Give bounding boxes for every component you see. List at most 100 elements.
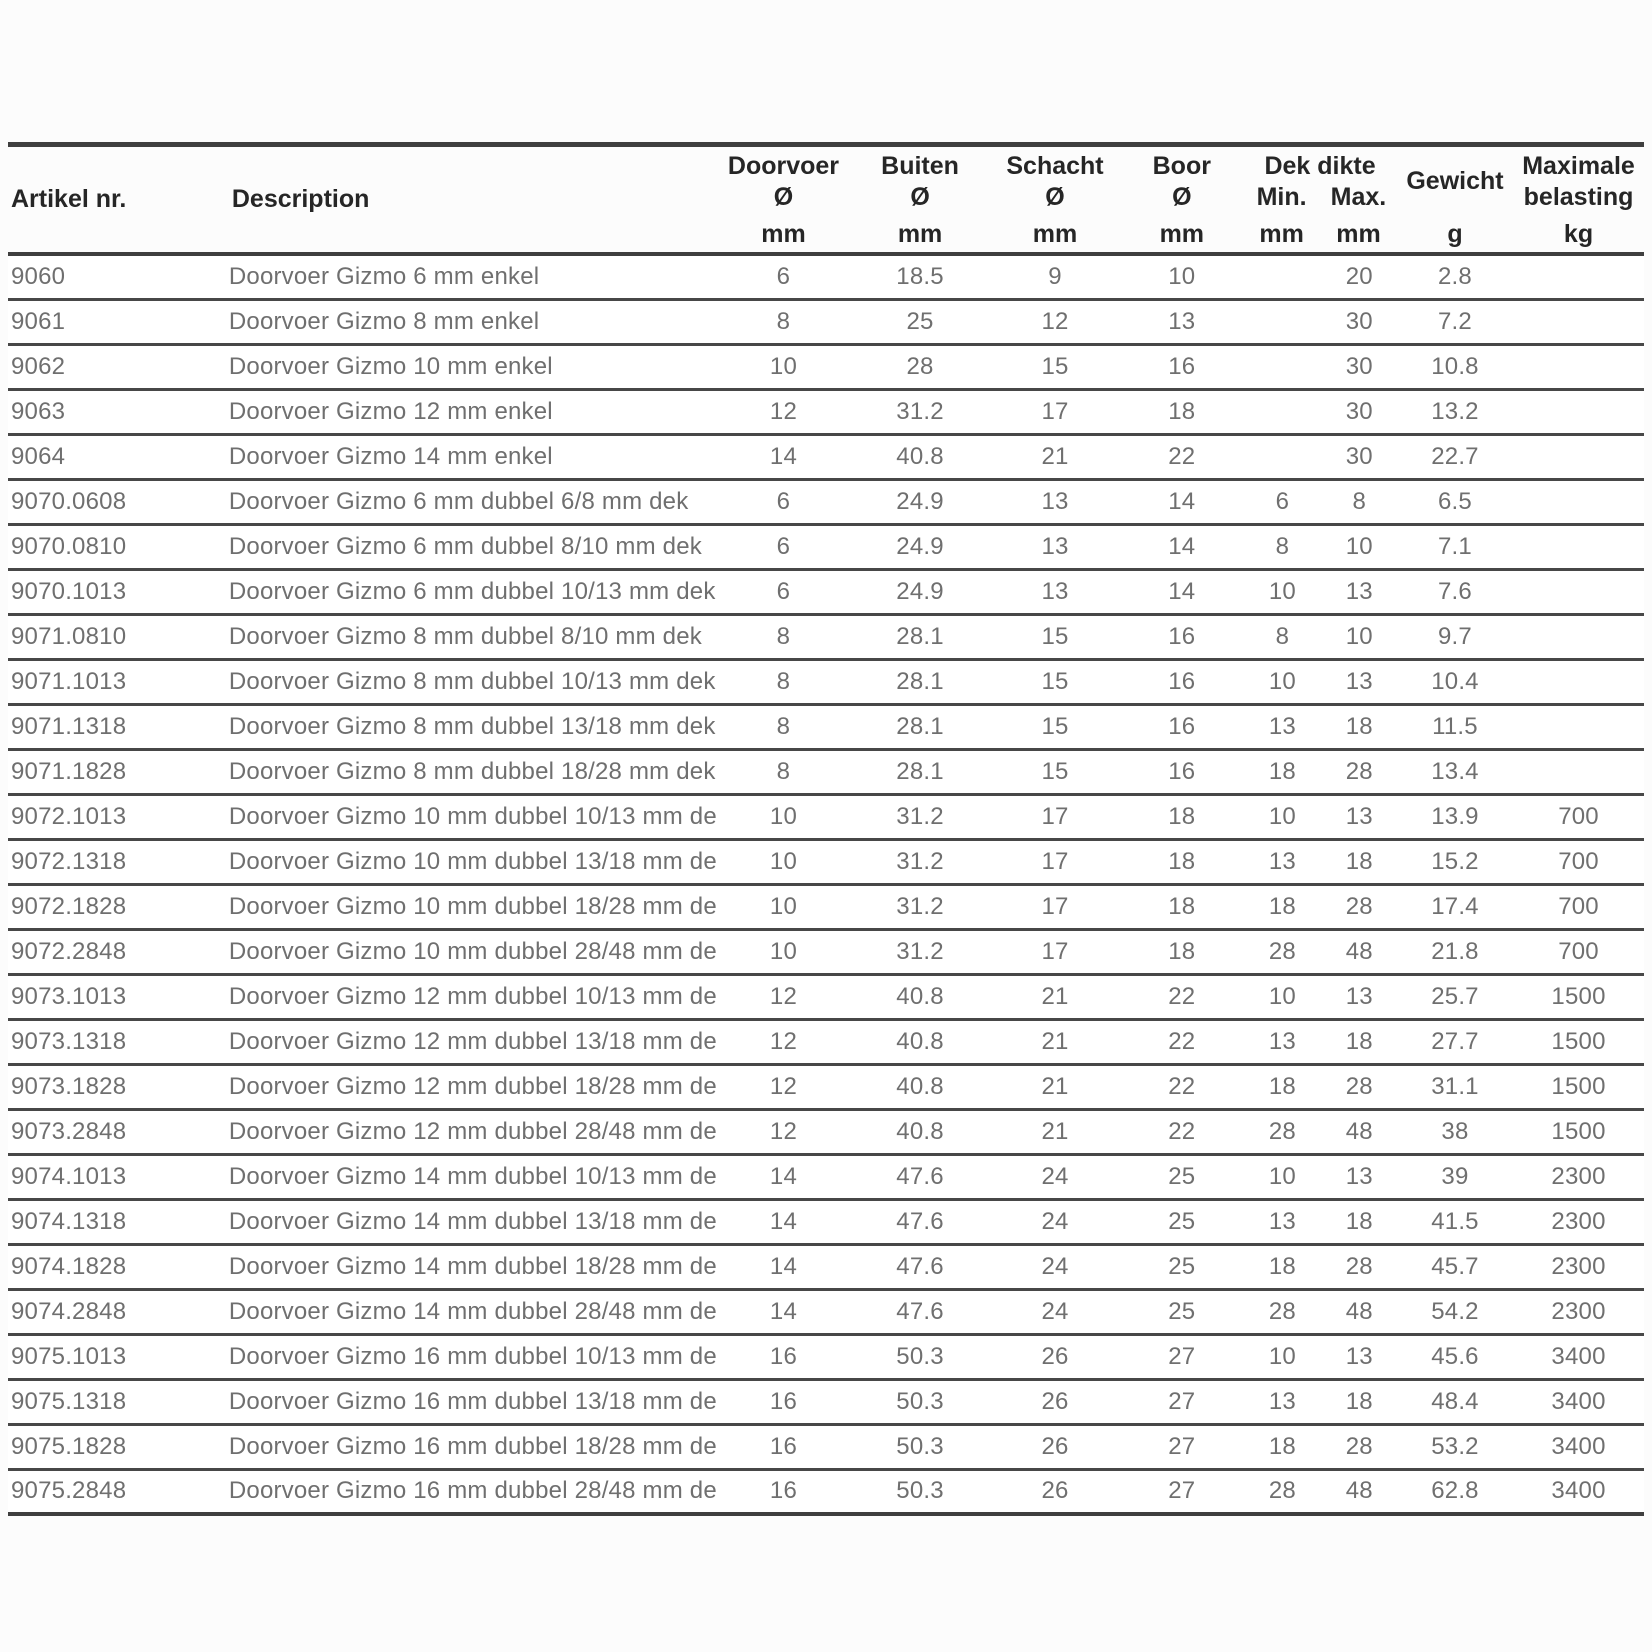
cell-artikel-nr: 9072.1828 bbox=[11, 892, 127, 920]
cell-buiten-diameter: 24.9 bbox=[896, 577, 944, 605]
cell-dekdikte-max: 30 bbox=[1345, 352, 1373, 380]
cell-dekdikte-min bbox=[1243, 299, 1322, 344]
col-label-schacht: Schacht bbox=[1006, 151, 1104, 180]
cell-doorvoer-diameter: 12 bbox=[769, 397, 798, 425]
cell-doorvoer-diameter: 14 bbox=[769, 1162, 798, 1190]
cell-schacht-diameter: 26 bbox=[1041, 1342, 1069, 1370]
cell-dekdikte-max: 28 bbox=[1345, 1432, 1373, 1460]
cell-schacht-diameter: 12 bbox=[1041, 307, 1069, 335]
cell-dekdikte-min: 18 bbox=[1268, 1072, 1296, 1100]
cell-buiten-diameter: 31.2 bbox=[896, 937, 944, 965]
cell-schacht-diameter: 15 bbox=[1041, 757, 1069, 785]
cell-gewicht: 54.2 bbox=[1431, 1297, 1479, 1325]
cell-artikel-nr: 9072.1318 bbox=[11, 847, 127, 875]
cell-description: Doorvoer Gizmo 10 mm dubbel 13/18 mm dek bbox=[228, 847, 717, 875]
cell-artikel-nr: 9073.1318 bbox=[11, 1027, 127, 1055]
cell-boor-diameter: 10 bbox=[1168, 262, 1196, 290]
table-row: 9073.1013 Doorvoer Gizmo 12 mm dubbel 10… bbox=[8, 974, 1644, 1019]
cell-maximale-belasting: 1500 bbox=[1551, 982, 1606, 1010]
cell-schacht-diameter: 15 bbox=[1041, 352, 1069, 380]
cell-maximale-belasting bbox=[1513, 299, 1644, 344]
cell-maximale-belasting bbox=[1513, 524, 1644, 569]
cell-dekdikte-max: 18 bbox=[1345, 1387, 1373, 1415]
cell-dekdikte-max: 48 bbox=[1345, 937, 1373, 965]
cell-artikel-nr: 9074.1828 bbox=[11, 1252, 127, 1280]
cell-maximale-belasting bbox=[1513, 254, 1644, 299]
cell-dekdikte-max: 13 bbox=[1345, 577, 1373, 605]
cell-buiten-diameter: 40.8 bbox=[896, 442, 944, 470]
cell-schacht-diameter: 26 bbox=[1041, 1387, 1069, 1415]
cell-boor-diameter: 27 bbox=[1168, 1342, 1196, 1370]
cell-artikel-nr: 9075.1828 bbox=[11, 1432, 127, 1460]
cell-gewicht: 13.9 bbox=[1431, 802, 1479, 830]
cell-buiten-diameter: 24.9 bbox=[896, 532, 944, 560]
cell-doorvoer-diameter: 16 bbox=[769, 1387, 798, 1415]
col-unit-doorvoer: mm bbox=[761, 219, 806, 248]
cell-description: Doorvoer Gizmo 12 mm enkel bbox=[228, 397, 553, 425]
cell-schacht-diameter: 21 bbox=[1041, 1027, 1069, 1055]
cell-dekdikte-min: 13 bbox=[1268, 1027, 1296, 1055]
cell-doorvoer-diameter: 6 bbox=[776, 577, 791, 605]
cell-dekdikte-max: 13 bbox=[1345, 1342, 1373, 1370]
cell-dekdikte-min: 10 bbox=[1268, 577, 1296, 605]
table-row: 9061 Doorvoer Gizmo 8 mm enkel 8 25 12 1… bbox=[8, 299, 1644, 344]
cell-dekdikte-min: 10 bbox=[1268, 667, 1296, 695]
cell-boor-diameter: 22 bbox=[1168, 982, 1196, 1010]
cell-gewicht: 11.5 bbox=[1432, 712, 1478, 740]
cell-dekdikte-max: 28 bbox=[1345, 757, 1373, 785]
cell-description: Doorvoer Gizmo 10 mm dubbel 10/13 mm dek bbox=[228, 802, 717, 830]
cell-dekdikte-min: 28 bbox=[1268, 1477, 1296, 1505]
product-spec-table: Artikel nr. Description Doorvoer Ø mm bbox=[8, 142, 1644, 1516]
cell-maximale-belasting bbox=[1513, 569, 1644, 614]
col-header-belasting: Maximale belasting kg bbox=[1513, 144, 1644, 256]
cell-description: Doorvoer Gizmo 12 mm dubbel 13/18 mm dek bbox=[228, 1027, 717, 1055]
cell-gewicht: 10.4 bbox=[1431, 667, 1479, 695]
table-body: 9060 Doorvoer Gizmo 6 mm enkel 6 18.5 9 … bbox=[8, 254, 1644, 1514]
cell-dekdikte-max: 13 bbox=[1345, 1162, 1373, 1190]
cell-dekdikte-max: 30 bbox=[1345, 307, 1373, 335]
cell-schacht-diameter: 17 bbox=[1041, 802, 1069, 830]
cell-artikel-nr: 9071.1828 bbox=[11, 757, 127, 785]
cell-description: Doorvoer Gizmo 10 mm enkel bbox=[228, 352, 553, 380]
cell-buiten-diameter: 28.1 bbox=[896, 757, 944, 785]
cell-maximale-belasting: 1500 bbox=[1551, 1027, 1606, 1055]
cell-maximale-belasting bbox=[1513, 434, 1644, 479]
cell-gewicht: 22.7 bbox=[1431, 442, 1479, 470]
table-row: 9074.1318 Doorvoer Gizmo 14 mm dubbel 13… bbox=[8, 1199, 1644, 1244]
col-header-boor: Boor Ø mm bbox=[1120, 144, 1244, 256]
cell-dekdikte-max: 18 bbox=[1345, 1027, 1373, 1055]
cell-gewicht: 13.4 bbox=[1431, 757, 1479, 785]
cell-doorvoer-diameter: 10 bbox=[769, 847, 798, 875]
cell-dekdikte-max: 10 bbox=[1345, 622, 1373, 650]
cell-maximale-belasting: 3400 bbox=[1551, 1342, 1606, 1370]
cell-boor-diameter: 18 bbox=[1168, 892, 1196, 920]
cell-maximale-belasting: 1500 bbox=[1551, 1072, 1606, 1100]
cell-schacht-diameter: 13 bbox=[1041, 532, 1069, 560]
cell-gewicht: 15.2 bbox=[1431, 847, 1479, 875]
cell-doorvoer-diameter: 6 bbox=[776, 487, 791, 515]
cell-schacht-diameter: 9 bbox=[1048, 262, 1062, 290]
col-unit-dekdikte-max: mm bbox=[1336, 219, 1381, 248]
table-row: 9072.2848 Doorvoer Gizmo 10 mm dubbel 28… bbox=[8, 929, 1644, 974]
cell-maximale-belasting: 700 bbox=[1558, 937, 1599, 965]
cell-boor-diameter: 18 bbox=[1168, 937, 1196, 965]
table-row: 9075.1318 Doorvoer Gizmo 16 mm dubbel 13… bbox=[8, 1379, 1644, 1424]
cell-buiten-diameter: 31.2 bbox=[896, 802, 944, 830]
cell-gewicht: 17.4 bbox=[1431, 892, 1479, 920]
cell-schacht-diameter: 17 bbox=[1041, 937, 1069, 965]
cell-buiten-diameter: 50.3 bbox=[896, 1432, 944, 1460]
cell-gewicht: 21.8 bbox=[1431, 937, 1479, 965]
table-row: 9070.1013 Doorvoer Gizmo 6 mm dubbel 10/… bbox=[8, 569, 1644, 614]
cell-dekdikte-min bbox=[1243, 344, 1322, 389]
cell-maximale-belasting bbox=[1513, 704, 1644, 749]
cell-doorvoer-diameter: 16 bbox=[769, 1432, 798, 1460]
cell-buiten-diameter: 40.8 bbox=[896, 1117, 944, 1145]
cell-dekdikte-max: 28 bbox=[1345, 1072, 1373, 1100]
cell-buiten-diameter: 40.8 bbox=[896, 982, 944, 1010]
table-row: 9074.2848 Doorvoer Gizmo 14 mm dubbel 28… bbox=[8, 1289, 1644, 1334]
cell-dekdikte-min: 18 bbox=[1268, 892, 1296, 920]
cell-gewicht: 53.2 bbox=[1431, 1432, 1479, 1460]
cell-buiten-diameter: 50.3 bbox=[896, 1387, 944, 1415]
cell-boor-diameter: 18 bbox=[1168, 397, 1196, 425]
cell-artikel-nr: 9073.1013 bbox=[11, 982, 127, 1010]
